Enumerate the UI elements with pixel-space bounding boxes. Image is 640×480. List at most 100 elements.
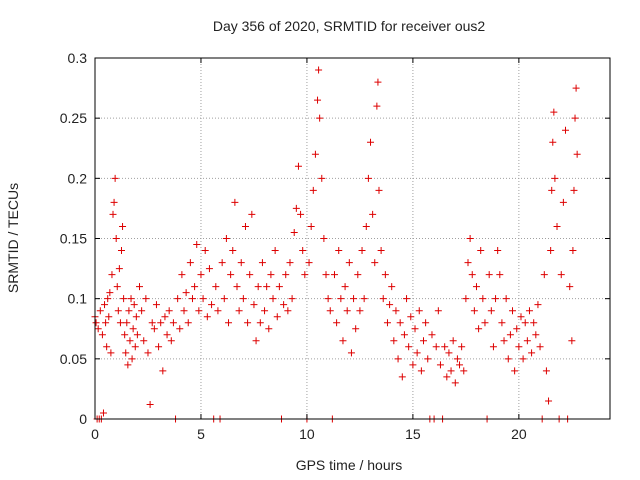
data-point (126, 337, 134, 345)
y-tick-label: 0.15 (60, 231, 87, 247)
data-point (174, 295, 182, 303)
data-point (105, 313, 113, 321)
data-point (248, 210, 256, 218)
data-point (356, 307, 364, 315)
data-point (367, 138, 375, 146)
data-point (525, 307, 533, 315)
data-point (148, 319, 156, 327)
data-point (124, 361, 132, 369)
data-point (309, 186, 317, 194)
chart-title: Day 356 of 2020, SRMTID for receiver ous… (213, 18, 486, 34)
data-point (557, 271, 565, 279)
data-point (294, 162, 302, 170)
data-point (320, 235, 328, 242)
data-point (108, 271, 116, 279)
data-point (208, 301, 216, 309)
data-point (231, 198, 239, 206)
data-point (377, 247, 385, 255)
data-point (451, 379, 459, 387)
data-point (222, 235, 230, 242)
data-point (504, 355, 512, 363)
data-point (447, 367, 455, 375)
data-point (333, 319, 341, 327)
data-point (324, 295, 332, 303)
data-point (330, 271, 338, 279)
data-point (290, 228, 298, 236)
x-tick-label: 20 (511, 426, 527, 442)
data-point (157, 319, 165, 327)
data-point (347, 349, 355, 357)
data-point (301, 271, 309, 279)
x-axis-label: GPS time / hours (296, 457, 403, 473)
data-point (133, 331, 141, 339)
data-point (489, 343, 497, 351)
data-point (360, 295, 368, 303)
data-point (256, 319, 264, 327)
data-point (339, 337, 347, 345)
data-point (284, 307, 292, 315)
plot-frame (94, 57, 611, 420)
data-point (547, 247, 555, 255)
y-tick-label: 0.3 (68, 50, 88, 66)
y-tick-label: 0 (79, 411, 87, 427)
y-tick-label: 0.25 (60, 110, 87, 126)
data-point (460, 367, 468, 375)
data-points (91, 66, 581, 423)
data-point (130, 301, 138, 309)
data-point (545, 397, 553, 405)
data-point (263, 283, 271, 291)
data-point (392, 307, 400, 315)
data-point (371, 259, 379, 267)
data-point (388, 283, 396, 291)
data-point (110, 198, 118, 206)
data-point (261, 307, 269, 315)
data-point (337, 295, 345, 303)
data-point (358, 247, 366, 255)
data-point (383, 319, 391, 327)
data-point (265, 325, 273, 333)
data-point (462, 295, 470, 303)
data-point (449, 337, 457, 345)
data-point (286, 259, 294, 267)
data-point (528, 349, 536, 357)
data-point (115, 265, 123, 273)
data-point (481, 319, 489, 327)
data-point (379, 295, 387, 303)
data-point (280, 301, 288, 309)
data-point (169, 319, 177, 327)
data-point (106, 289, 114, 297)
data-point (515, 343, 523, 351)
x-tick-label: 10 (299, 426, 315, 442)
data-point (511, 367, 519, 375)
data-point (362, 222, 370, 230)
data-point (422, 319, 430, 327)
data-point (550, 108, 558, 116)
data-point (250, 301, 258, 309)
data-point (116, 319, 124, 327)
data-point (369, 210, 377, 218)
data-point (136, 283, 144, 291)
data-point (275, 283, 283, 291)
data-point (233, 283, 241, 291)
data-point (197, 271, 205, 279)
data-point (252, 337, 260, 345)
data-point (540, 271, 548, 279)
data-point (475, 325, 483, 333)
data-point (103, 343, 111, 351)
data-point (549, 138, 557, 146)
data-point (468, 271, 476, 279)
data-point (424, 355, 432, 363)
data-point (517, 313, 525, 321)
data-point (109, 210, 117, 218)
data-point (127, 295, 135, 303)
data-point (443, 373, 451, 381)
data-point (96, 307, 104, 315)
data-point (322, 271, 330, 279)
data-point (496, 271, 504, 279)
data-point (92, 319, 100, 327)
data-point (500, 337, 508, 345)
axis-ticks: 0 0.05 0.1 0.15 0.2 0.25 0.3 0 5 10 15 20 (60, 50, 610, 442)
data-point (568, 337, 576, 345)
data-point (314, 96, 322, 104)
data-point (415, 307, 423, 315)
